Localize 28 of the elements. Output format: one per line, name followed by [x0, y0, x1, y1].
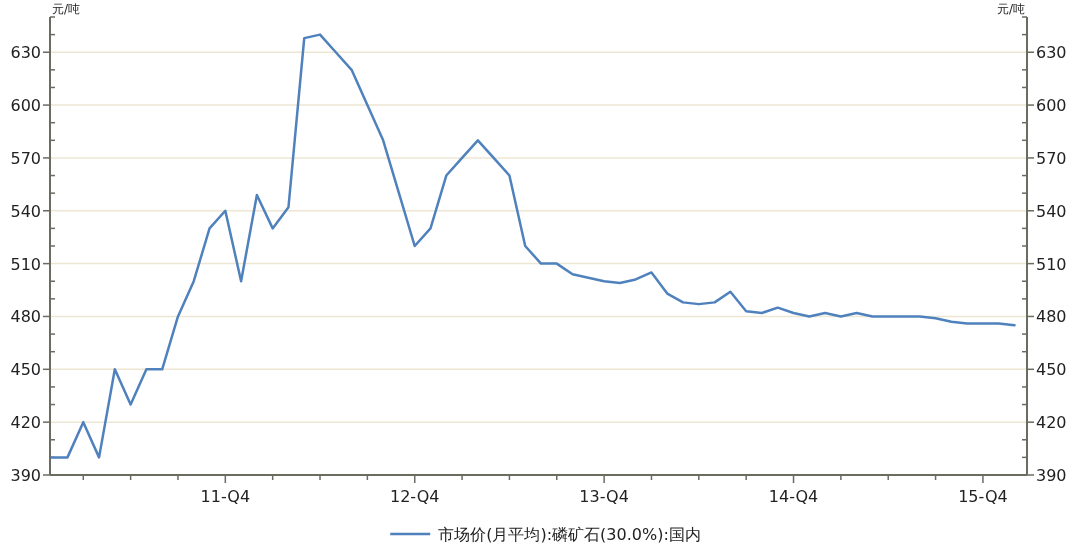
y2-tick-label: 510 [1036, 254, 1067, 274]
y-tick-label: 420 [10, 413, 41, 433]
y2-tick-label: 630 [1036, 43, 1067, 63]
y2-tick-label: 390 [1036, 466, 1067, 485]
y-tick-label: 630 [10, 43, 41, 63]
y-tick-label: 600 [10, 96, 41, 116]
y2-tick-label: 570 [1036, 148, 1067, 168]
y2-axis-title: 元/吨 [996, 2, 1025, 16]
x-tick-label: 12-Q4 [389, 487, 440, 506]
line-series [50, 33, 1016, 459]
x-tick-label: 11-Q4 [200, 487, 251, 506]
y2-tick-label: 450 [1036, 360, 1067, 380]
y-tick-label: 390 [10, 466, 41, 485]
y2-tick-label: 540 [1036, 201, 1067, 221]
y-tick-label: 480 [10, 307, 41, 327]
y2-tick-label: 480 [1036, 307, 1067, 327]
x-tick-label: 15-Q4 [958, 487, 1008, 506]
y2-tick-label: 600 [1036, 96, 1067, 116]
y-tick-label: 570 [10, 148, 41, 168]
y-tick-label: 540 [10, 201, 41, 221]
x-tick-label: 13-Q4 [579, 487, 629, 506]
y2-tick-label: 420 [1036, 413, 1067, 433]
legend: 市场价(月平均):磷矿石(30.0%):国内 [390, 525, 701, 544]
legend-label: 市场价(月平均):磷矿石(30.0%):国内 [438, 525, 701, 544]
y-axis-title: 元/吨 [52, 2, 81, 16]
y-tick-label: 450 [10, 360, 41, 380]
y-tick-label: 510 [10, 254, 41, 274]
x-tick-label: 14-Q4 [768, 487, 819, 506]
